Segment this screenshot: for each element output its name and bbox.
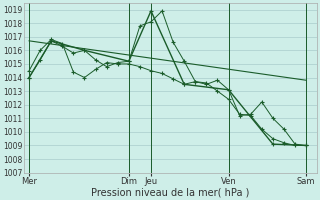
X-axis label: Pression niveau de la mer( hPa ): Pression niveau de la mer( hPa ) (91, 187, 250, 197)
